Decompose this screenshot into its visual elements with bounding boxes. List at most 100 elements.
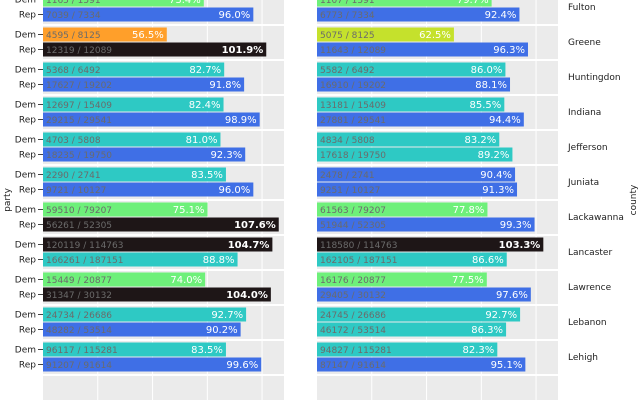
bar-count-label: 51944 / 52305: [320, 221, 386, 231]
bar-percent-label: 92.7%: [485, 310, 517, 321]
bar-dem: [43, 342, 226, 357]
county-strip-label: Fulton: [568, 3, 596, 13]
bar-rep: [43, 112, 260, 127]
y-tick-label-dem: Dem: [15, 31, 36, 41]
bar-count-label: 61563 / 79207: [320, 206, 386, 216]
bar-dem: [317, 62, 506, 77]
bar-dem: [43, 167, 226, 182]
bar-percent-label: 82.7%: [189, 65, 221, 76]
bar-percent-label: 97.6%: [496, 290, 528, 301]
bar-count-label: 2290 / 2741: [46, 171, 101, 181]
bar-count-label: 17618 / 19750: [320, 151, 386, 161]
bar-percent-label: 86.0%: [471, 65, 503, 76]
bar-count-label: 6773 / 7334: [320, 11, 375, 21]
panel-backgrounds: [43, 0, 558, 400]
bar-percent-label: 107.6%: [234, 220, 276, 231]
bar-rep: [317, 182, 518, 197]
bar-percent-label: 83.5%: [191, 170, 223, 181]
bar-dem: [43, 97, 224, 112]
bar-layer: [43, 0, 544, 372]
bar-percent-label: 104.0%: [226, 290, 268, 301]
bar-count-label: 9251 / 10127: [320, 186, 380, 196]
y-tick-label-dem: Dem: [15, 311, 36, 321]
bar-count-label: 4595 / 8125: [46, 31, 101, 41]
y-tick-label-rep: Rep: [19, 116, 36, 126]
bar-rep: [317, 357, 526, 372]
bar-count-label: 18235 / 19750: [46, 151, 112, 161]
bar-rep: [43, 357, 262, 372]
bar-percent-label: 92.7%: [211, 310, 243, 321]
county-strip-label: Indiana: [568, 108, 601, 118]
bar-percent-label: 101.9%: [222, 45, 264, 56]
bar-count-label: 94827 / 115281: [320, 346, 392, 356]
y-tick-label-rep: Rep: [19, 46, 36, 56]
county-strip-label: Lancaster: [568, 248, 612, 258]
label-layer: 1165 / 1591 73.4% Dem 7039 / 7334 96.0% Rep 11…: [15, 0, 624, 371]
bar-rep: [43, 182, 254, 197]
y-tick-label-dem: Dem: [15, 276, 36, 286]
y-tick-label-dem: Dem: [15, 101, 36, 111]
bar-dem: [43, 0, 204, 7]
bar-count-label: 24734 / 26686: [46, 311, 112, 321]
bar-percent-label: 96.3%: [493, 45, 525, 56]
bar-percent-label: 103.3%: [499, 240, 541, 251]
bar-percent-label: 79.7%: [457, 0, 489, 6]
bar-percent-label: 73.4%: [169, 0, 201, 6]
bar-percent-label: 77.5%: [452, 275, 484, 286]
bar-percent-label: 89.2%: [478, 150, 510, 161]
bar-dem: [317, 27, 454, 42]
bar-percent-label: 75.1%: [173, 205, 205, 216]
bar-percent-label: 83.5%: [191, 345, 223, 356]
bar-count-label: 7039 / 7334: [46, 11, 101, 21]
bar-percent-label: 86.6%: [472, 255, 504, 266]
y-tick-label-dem: Dem: [15, 241, 36, 251]
bar-dem: [317, 342, 498, 357]
county-strip-label: Lawrence: [568, 283, 612, 293]
bar-rep: [43, 322, 241, 337]
bar-percent-label: 86.3%: [471, 325, 503, 336]
county-strip-label: Lackawanna: [568, 213, 624, 223]
bar-dem: [43, 202, 208, 217]
y-tick-label-rep: Rep: [19, 186, 36, 196]
bar-rep: [317, 217, 535, 232]
county-strip-label: Lebanon: [568, 318, 607, 328]
y-tick-label-dem: Dem: [15, 136, 36, 146]
y-tick-label-dem: Dem: [15, 66, 36, 76]
bar-count-label: 12697 / 15409: [46, 101, 112, 111]
bar-percent-label: 82.4%: [189, 100, 221, 111]
bar-percent-label: 98.9%: [225, 115, 257, 126]
y-tick-label-rep: Rep: [19, 326, 36, 336]
bar-count-label: 31347 / 30132: [46, 291, 112, 301]
bar-percent-label: 99.6%: [226, 360, 258, 371]
bar-dem: [317, 272, 487, 287]
bar-count-label: 29405 / 30132: [320, 291, 386, 301]
bar-percent-label: 92.4%: [485, 10, 517, 21]
bar-count-label: 27881 / 29541: [320, 116, 386, 126]
bar-rep: [43, 7, 254, 22]
bar-percent-label: 99.3%: [500, 220, 532, 231]
bar-dem: [43, 272, 206, 287]
county-strip-label: Juniata: [567, 178, 599, 188]
county-strip-label: Huntingdon: [568, 73, 621, 83]
bar-count-label: 48282 / 53514: [46, 326, 112, 336]
bar-count-label: 1107 / 1591: [320, 0, 375, 6]
bar-rep: [43, 147, 246, 162]
bar-percent-label: 96.0%: [219, 10, 251, 21]
bar-percent-label: 90.2%: [206, 325, 238, 336]
bar-percent-label: 82.3%: [463, 345, 495, 356]
bar-percent-label: 104.7%: [228, 240, 270, 251]
bar-percent-label: 56.5%: [132, 30, 164, 41]
bar-dem: [317, 307, 521, 322]
bar-count-label: 1165 / 1591: [46, 0, 101, 6]
facet-panel-background: [43, 376, 284, 400]
bar-rep: [43, 252, 238, 267]
bar-count-label: 5582 / 6492: [320, 66, 375, 76]
bar-percent-label: 94.4%: [489, 115, 521, 126]
bar-count-label: 24745 / 26686: [320, 311, 386, 321]
bar-count-label: 91207 / 91614: [46, 361, 112, 371]
bar-count-label: 56261 / 52305: [46, 221, 112, 231]
bar-count-label: 4834 / 5808: [320, 136, 375, 146]
bar-dem: [317, 97, 505, 112]
bar-dem: [317, 202, 488, 217]
